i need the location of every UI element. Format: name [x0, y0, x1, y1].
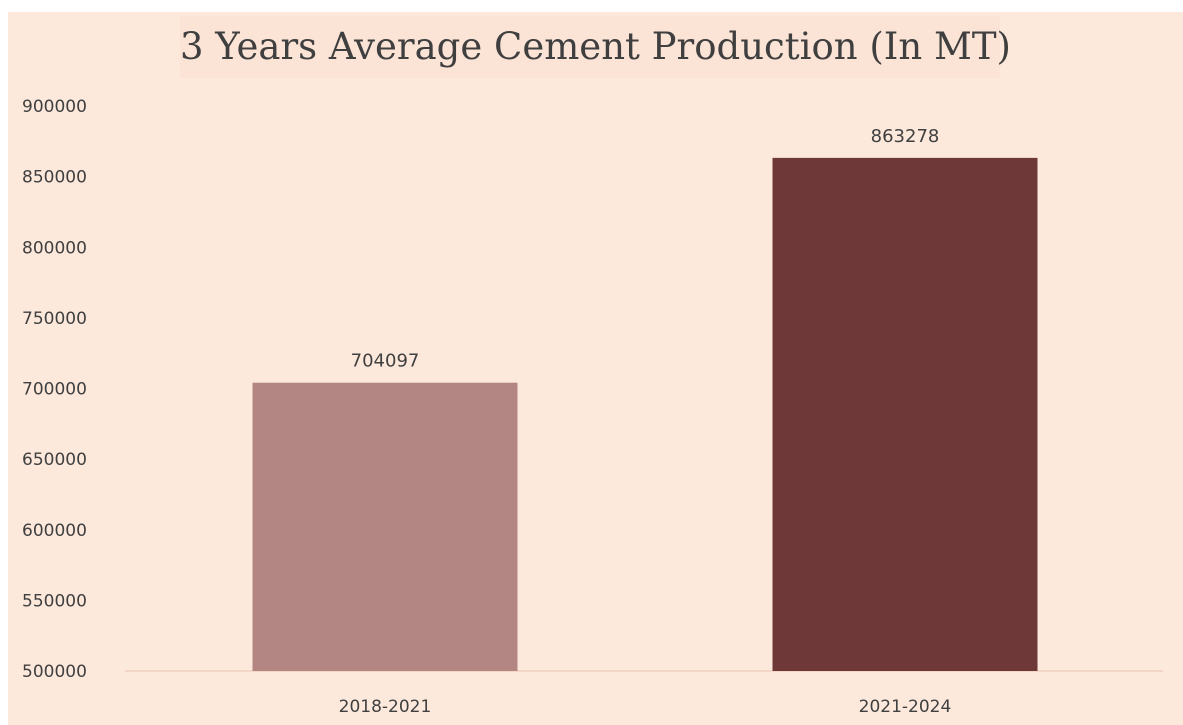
x-tick-label: 2021-2024 — [859, 697, 952, 717]
y-tick-label: 750000 — [22, 309, 87, 329]
y-tick-label: 500000 — [22, 662, 87, 682]
y-tick-label: 550000 — [22, 591, 87, 611]
bars — [252, 157, 1038, 672]
chart-title: 3 Years Average Cement Production (In MT… — [180, 16, 1011, 78]
x-axis-tick-labels: 2018-2021 2021-2024 — [339, 697, 952, 717]
x-tick-label: 2018-2021 — [339, 697, 432, 717]
y-tick-label: 850000 — [22, 168, 87, 188]
y-tick-label: 800000 — [22, 238, 87, 258]
y-axis-tick-labels: 500000 550000 600000 650000 700000 750000 8000… — [22, 97, 87, 682]
y-tick-label: 650000 — [22, 450, 87, 470]
y-tick-label: 700000 — [22, 380, 87, 400]
y-tick-label: 600000 — [22, 521, 87, 541]
data-label: 863278 — [871, 126, 940, 147]
data-label: 704097 — [351, 351, 420, 372]
bar — [252, 382, 518, 671]
y-tick-label: 900000 — [22, 97, 87, 117]
bar — [772, 157, 1038, 672]
data-labels: 704097 863278 — [351, 126, 940, 372]
